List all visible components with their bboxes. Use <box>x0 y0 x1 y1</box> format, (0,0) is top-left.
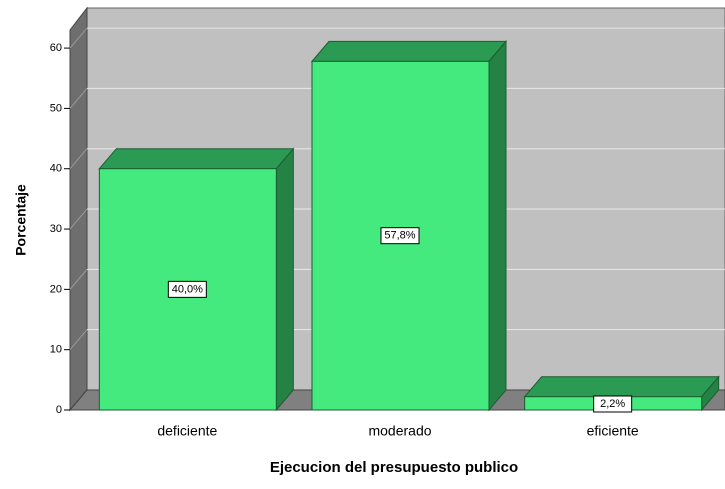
y-tick-label: 50 <box>50 102 62 114</box>
x-tick-label: moderado <box>368 423 431 439</box>
data-label: 57,8% <box>384 230 415 242</box>
grid-line <box>69 269 88 290</box>
y-axis-title: Porcentaje <box>13 184 29 256</box>
y-tick-label: 30 <box>50 223 62 235</box>
left-wall <box>69 6 88 412</box>
data-label-box <box>167 280 207 298</box>
y-tick-label: 10 <box>50 344 62 356</box>
x-axis-title: Ejecucion del presupuesto publico <box>270 459 518 476</box>
grid-line <box>69 329 88 351</box>
x-tick-label: deficiente <box>157 423 217 439</box>
data-label-box <box>593 395 633 413</box>
bar-top <box>310 40 508 62</box>
bar-side <box>275 147 294 412</box>
grid-line <box>69 148 88 170</box>
data-label: 40,0% <box>172 283 203 295</box>
grid-line <box>69 208 88 230</box>
y-tick-label: 40 <box>50 163 62 175</box>
bar-top <box>98 148 295 170</box>
y-tick-label: 60 <box>50 42 62 54</box>
data-label-box <box>380 227 420 245</box>
bars: 40,0% 57,8% 2,2% <box>98 40 720 413</box>
grid-line <box>69 88 88 109</box>
data-label: 2,2% <box>600 398 625 410</box>
y-tick-label: 20 <box>50 283 62 295</box>
grid-line <box>69 27 88 49</box>
bar-top <box>523 376 720 398</box>
y-tick-label: 0 <box>56 404 62 416</box>
x-tick-label: eficiente <box>587 423 639 439</box>
bar-side <box>488 40 507 412</box>
